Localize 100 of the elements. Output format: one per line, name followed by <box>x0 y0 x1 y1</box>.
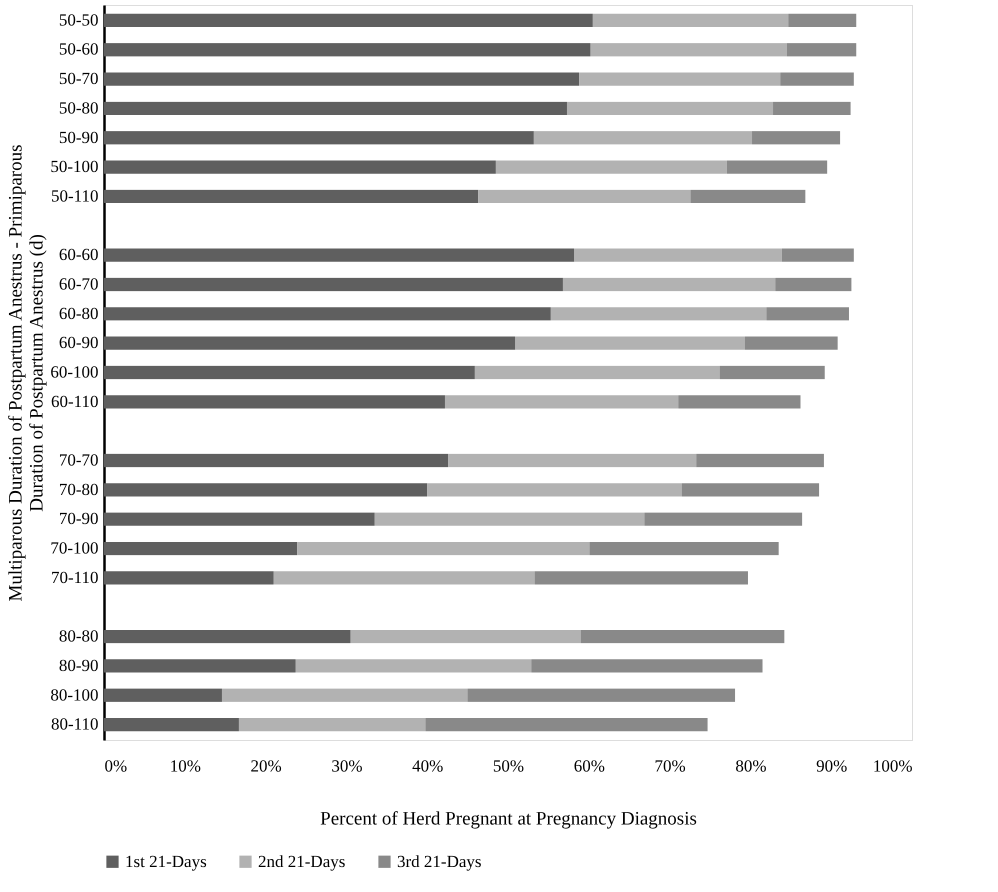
bar <box>297 542 590 556</box>
bar <box>274 571 535 584</box>
bar <box>720 366 825 380</box>
bar <box>104 688 222 702</box>
bar <box>104 659 296 673</box>
y-tick-label: 50-70 <box>58 69 98 88</box>
legend-label: 3rd 21-Days <box>397 852 482 871</box>
bar <box>766 307 849 320</box>
y-tick-label: 50-100 <box>50 157 98 176</box>
x-tick-label: 80% <box>735 756 766 776</box>
bar <box>592 14 788 28</box>
x-tick-label: 100% <box>872 756 912 776</box>
bar <box>104 278 563 292</box>
y-tick-label: 70-110 <box>50 568 98 587</box>
bar <box>104 14 593 28</box>
bar <box>104 248 574 262</box>
bar <box>726 160 828 174</box>
bar <box>780 72 854 86</box>
y-tick-label: 50-110 <box>50 186 98 206</box>
bar <box>104 72 580 86</box>
bar <box>515 336 745 350</box>
bar <box>531 659 763 673</box>
bar <box>590 43 787 56</box>
bar <box>474 366 720 380</box>
bar <box>566 102 774 116</box>
bar <box>786 43 856 56</box>
bar <box>104 190 478 204</box>
y-tick-label: 60-60 <box>58 245 98 264</box>
bar <box>444 395 678 408</box>
x-tick-label: 30% <box>331 756 362 776</box>
bar <box>104 102 567 116</box>
bar <box>104 160 496 174</box>
y-tick-label: 60-110 <box>50 392 98 411</box>
bar <box>580 630 784 644</box>
bar <box>104 336 516 350</box>
x-tick-label: 90% <box>816 756 848 776</box>
bar <box>427 483 682 496</box>
bar <box>590 542 779 556</box>
bar <box>775 278 852 292</box>
bar <box>104 512 375 526</box>
bar <box>374 512 645 526</box>
bar <box>104 718 239 732</box>
bar <box>478 190 691 204</box>
y-tick-label: 70-90 <box>58 509 98 528</box>
y-tick-label: 80-90 <box>58 656 98 675</box>
bar <box>534 571 748 584</box>
bar <box>104 395 445 408</box>
y-tick-label: 70-80 <box>58 480 98 499</box>
x-tick-label: 60% <box>574 756 605 776</box>
bar <box>104 131 534 144</box>
y-tick-label: 80-80 <box>58 626 98 646</box>
bar <box>238 718 426 732</box>
legend-label: 2nd 21-Days <box>258 852 346 871</box>
x-tick-label: 20% <box>250 756 282 776</box>
bar <box>496 160 727 174</box>
bar <box>788 14 856 28</box>
y-tick-label: 60-90 <box>58 333 98 352</box>
bar <box>104 454 448 468</box>
y-axis-title: Multiparous Duration of Postpartum Anestrus - Primiparous Duration of Postpartum Anestrus (d) <box>5 144 48 602</box>
bar <box>682 483 820 496</box>
bar <box>752 131 840 144</box>
y-tick-label: 80-100 <box>50 685 98 704</box>
legend-label: 1st 21-Days <box>125 852 207 871</box>
bar <box>690 190 806 204</box>
bar <box>744 336 838 350</box>
bar <box>534 131 752 144</box>
y-tick-label: 70-100 <box>50 538 98 558</box>
bar <box>678 395 800 408</box>
x-axis-title: Percent of Herd Pregnant at Pregnancy Diagnosis <box>320 808 697 830</box>
bar <box>104 483 428 496</box>
bar <box>448 454 696 468</box>
y-tick-label: 60-70 <box>58 274 98 294</box>
x-tick-label: 70% <box>654 756 686 776</box>
y-tick-label: 50-90 <box>58 128 98 147</box>
bar <box>782 248 854 262</box>
bar <box>773 102 851 116</box>
bar <box>104 43 590 56</box>
y-tick-label: 50-60 <box>58 40 98 59</box>
bar <box>104 630 350 644</box>
bar <box>295 659 532 673</box>
x-tick-label: 10% <box>170 756 201 776</box>
bar <box>579 72 780 86</box>
bar <box>222 688 468 702</box>
bar <box>574 248 782 262</box>
x-tick-label: 0% <box>104 756 128 776</box>
y-tick-label: 60-80 <box>58 304 98 323</box>
y-tick-label: 50-80 <box>58 98 98 118</box>
bar <box>426 718 708 732</box>
bar <box>104 307 551 320</box>
bar <box>350 630 581 644</box>
x-tick-label: 50% <box>492 756 524 776</box>
y-tick-label: 70-70 <box>58 450 98 470</box>
y-tick-label: 80-110 <box>50 714 98 734</box>
y-tick-label: 50-50 <box>58 10 98 30</box>
bar <box>104 542 298 556</box>
x-tick-label: 40% <box>412 756 444 776</box>
bar <box>104 366 475 380</box>
bar <box>550 307 767 320</box>
bar <box>644 512 802 526</box>
bar <box>104 571 274 584</box>
